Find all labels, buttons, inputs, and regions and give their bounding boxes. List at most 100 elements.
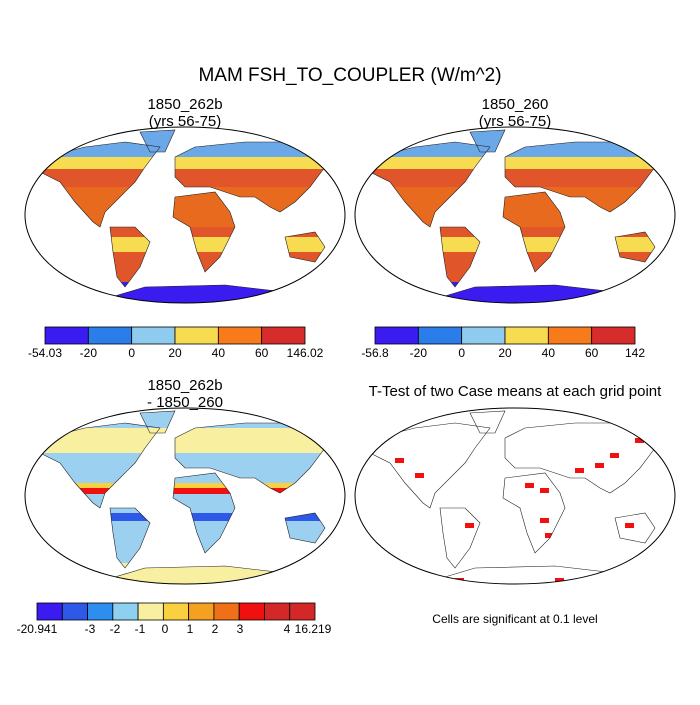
colorbar-box [87,326,133,345]
significant-cell [540,488,549,493]
map-field [40,513,330,521]
map-panel [24,126,346,304]
map-field [370,130,660,157]
coastline [39,410,331,584]
map-field [370,157,660,169]
significant-cell [555,578,564,583]
colorbar-box [289,602,316,621]
map-land [40,411,330,584]
colorbar-box [591,326,636,345]
colorbar-label: -20 [410,346,428,360]
colorbar-box [61,602,88,621]
colorbar-label: 16.219 [295,622,332,636]
colorbar-label: 20 [498,346,512,360]
coastline [369,129,661,303]
colorbar-label: 146.02 [287,346,324,360]
colorbar-label: -1 [135,622,146,636]
map-panel [24,407,346,585]
colorbar-box [461,326,506,345]
colorbar-box [238,602,265,621]
panel-title: 1850_262b [147,96,222,113]
map-outline [24,126,346,304]
map-field [40,488,330,494]
colorbar-label: -56.8 [361,346,389,360]
map-field [370,411,660,584]
colorbar-box [162,602,190,621]
colorbar-label: 20 [168,346,182,360]
colorbar-box [261,326,306,345]
colorbar-label: -20.941 [17,622,58,636]
colorbar-label: 40 [212,346,226,360]
map-outline [24,407,346,585]
map-field [370,187,660,227]
colorbar-label: 0 [162,622,169,636]
map-globe [369,410,661,584]
map-field [40,237,330,252]
significant-cell [575,468,584,473]
significant-cell [415,473,424,478]
colorbar-label: 60 [255,346,269,360]
significant-cell [465,523,474,528]
coastline [39,129,331,303]
panel-title: 1850_262b [147,377,222,394]
panel-title: T-Test of two Case means at each grid po… [369,383,662,400]
map-land [40,130,330,303]
panel-title: 1850_260 [482,96,549,113]
colorbar-label: 2 [212,622,219,636]
map-field [40,563,330,584]
map-land [370,130,660,303]
significant-cell [610,453,619,458]
map-globe [39,410,331,584]
colorbar-label: 4 [284,622,291,636]
colorbar-box [87,602,114,621]
coastline [369,410,661,584]
colorbar-label: 0 [128,346,135,360]
colorbar-box [504,326,549,345]
colorbar-label: -2 [110,622,121,636]
colorbar-box [188,602,215,621]
colorbar-label: -20 [80,346,98,360]
significant-cell [540,518,549,523]
significant-cell [555,478,564,483]
colorbar-box [137,602,164,621]
map-field [40,428,330,453]
colorbar-label: 3 [237,622,244,636]
significant-cell [525,483,534,488]
panel-title: (yrs 56-75) [479,113,552,130]
colorbar-label: -3 [85,622,96,636]
colorbar-box [36,602,63,621]
significant-cell [595,576,604,581]
map-panel [354,407,676,585]
map-outline [354,126,676,304]
significant-cell [595,463,604,468]
map-field [370,237,660,252]
colorbar-label: 142 [625,346,645,360]
significant-cell [455,488,464,493]
panel-note: Cells are significant at 0.1 level [432,612,597,626]
significant-cell [545,533,554,538]
colorbar-label: 1 [187,622,194,636]
colorbar-label: 0 [458,346,465,360]
colorbar-box [112,602,139,621]
figure-title: MAM FSH_TO_COUPLER (W/m^2) [198,65,501,86]
map-field [370,282,660,303]
colorbar-label: 60 [585,346,599,360]
panel-title: - 1850_260 [147,394,223,411]
colorbar-box [264,602,291,621]
colorbar-label: 40 [542,346,556,360]
colorbar-box [417,326,463,345]
map-panel [354,126,676,304]
map-field [40,282,330,303]
colorbar-label: -54.03 [28,346,62,360]
map-field [40,130,330,157]
map-globe [39,129,331,303]
colorbar-box [174,326,219,345]
map-land [370,411,660,584]
colorbar-box [213,602,240,621]
map-field [40,157,330,169]
colorbar-box [547,326,593,345]
map-outline [354,407,676,585]
colorbar-box [374,326,419,345]
